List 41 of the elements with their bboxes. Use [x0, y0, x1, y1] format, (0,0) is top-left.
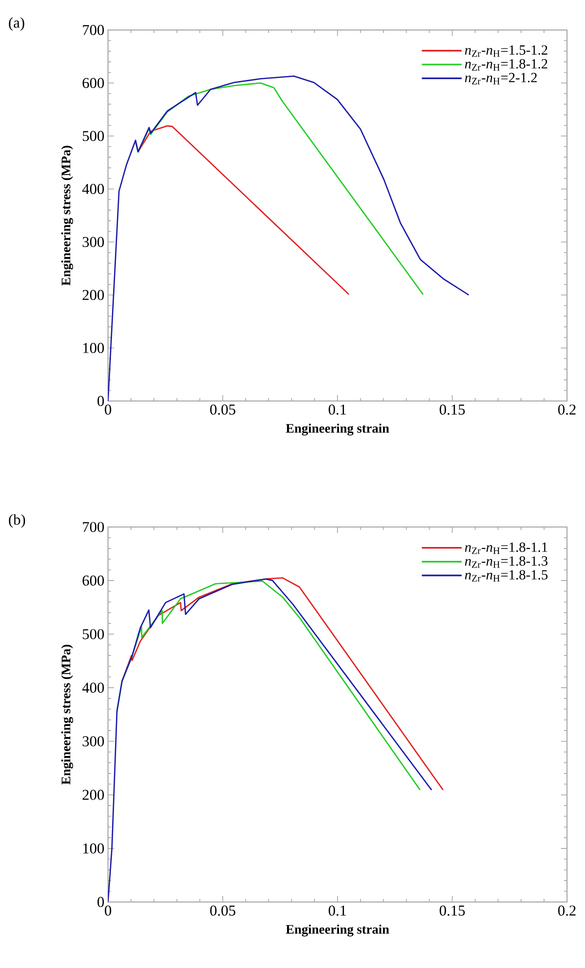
legend-label: n$_{Zr}$-n$_{H}$=2-1.2	[464, 72, 537, 84]
x-tick-label: 0.1	[328, 906, 346, 916]
y-tick-label: 100	[83, 342, 104, 354]
y-tick-label: 100	[83, 843, 104, 854]
y-axis-title: Engineering stress (MPa)	[61, 146, 74, 286]
y-tick-label: 300	[82, 736, 104, 746]
y-tick-label: 500	[82, 629, 104, 640]
y-tick-label: 200	[82, 790, 104, 800]
x-tick-label: 0.2	[558, 404, 576, 415]
y-tick-label: 600	[82, 78, 104, 88]
y-axis-title: Engineering stress (MPa)	[61, 644, 74, 785]
y-tick-label: 700	[82, 24, 104, 36]
y-tick-label: 400	[82, 184, 104, 194]
y-tick-label: 400	[82, 682, 104, 693]
y-tick-label: 300	[82, 236, 104, 248]
legend-label: n$_{Zr}$-n$_{H}$=1.8-1.3	[464, 556, 548, 568]
y-tick-label: 200	[82, 290, 104, 300]
x-tick-label: 0	[104, 906, 112, 916]
line-series	[108, 578, 432, 902]
line-series	[108, 75, 470, 401]
x-tick-label: 0.1	[328, 404, 346, 415]
legend-label: n$_{Zr}$-n$_{H}$=1.8-1.5	[464, 570, 548, 582]
x-axis-title: Engineering strain	[286, 424, 390, 436]
chart-title: (b)	[8, 514, 26, 528]
x-tick-label: 0	[104, 404, 112, 415]
x-tick-label: 0.15	[440, 404, 465, 415]
chart-title: (a)	[8, 17, 24, 31]
legend-label: n$_{Zr}$-n$_{H}$=1.8-1.1	[464, 542, 548, 554]
x-tick-label: 0.15	[440, 906, 465, 916]
legend-label: n$_{Zr}$-n$_{H}$=1.8-1.2	[464, 59, 548, 71]
x-tick-label: 0.05	[210, 906, 236, 916]
y-tick-label: 600	[82, 576, 104, 586]
x-tick-label: 0.2	[558, 906, 576, 916]
y-tick-label: 0	[98, 396, 104, 406]
line-series	[134, 82, 424, 296]
x-tick-label: 0.05	[210, 404, 236, 415]
y-tick-label: 0	[98, 896, 104, 908]
legend-label: n$_{Zr}$-n$_{H}$=1.5-1.2	[464, 45, 548, 57]
x-axis-title: Engineering strain	[286, 924, 390, 936]
y-tick-label: 700	[82, 522, 104, 532]
y-tick-label: 500	[82, 130, 104, 142]
